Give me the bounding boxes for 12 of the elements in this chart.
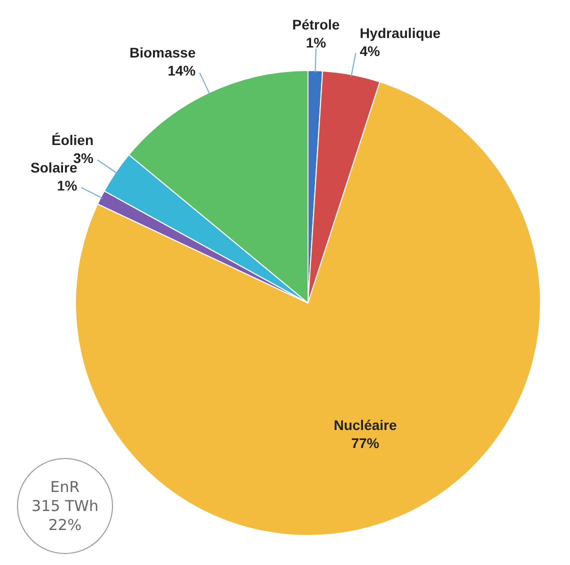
data-label: 77% [351,435,380,452]
slice-label: Biomasse [129,44,196,61]
slice-label: Pétrole [292,16,340,32]
data-label: 4% [360,42,380,59]
data-label: 14% [168,62,196,79]
data-label: 1% [306,34,327,50]
circle-outline: EnR 315 TWh 22% [17,458,113,554]
slice-label: Éolien [51,132,94,148]
data-label: 1% [57,177,78,194]
data-label: 3% [73,150,94,166]
slice-label: Nucléaire [334,417,397,434]
slice-label: Hydraulique [360,24,441,41]
